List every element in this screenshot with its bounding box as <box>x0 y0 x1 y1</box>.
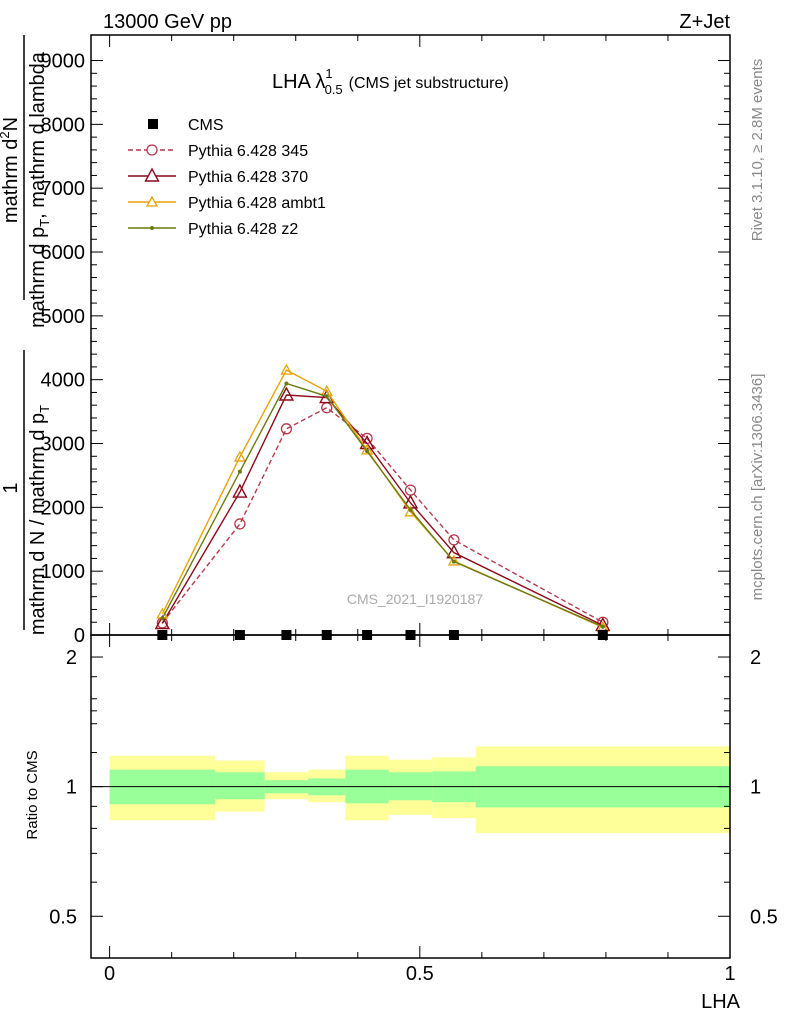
ratio-ticks: 0.5 0.5 1 1 2 2 0 0.5 1 <box>49 635 778 985</box>
legend-cms-label: CMS <box>188 117 224 134</box>
series-point-1 <box>154 615 171 630</box>
y-tick-label: 7000 <box>41 178 86 200</box>
title-suffix: (CMS jet substructure) <box>349 75 509 92</box>
legend-label-3: Pythia 6.428 z2 <box>188 221 298 238</box>
y-label-den4: mathrm d lambda <box>27 51 49 207</box>
ratio-y-tick-label-left: 2 <box>66 647 77 669</box>
main-series-lines <box>154 363 611 632</box>
series-point-2 <box>280 363 293 375</box>
watermark: CMS_2021_I1920187 <box>347 591 483 607</box>
svg-text:mathrm d N / mathrm d pT: mathrm d N / mathrm d pT <box>27 405 52 635</box>
main-plot-frame <box>90 34 731 636</box>
main-y-ticks: 0 1000 2000 3000 4000 5000 6000 7000 8000 9000 <box>41 35 731 647</box>
y-label-top2: N <box>0 117 22 131</box>
y-tick-label: 6000 <box>41 242 86 264</box>
main-y-label: 1 mathrm d N / mathrm d pT mathrm d2N ma… <box>0 35 52 635</box>
y-label-den3-sub: T <box>37 219 52 227</box>
y-label-den-sub: T <box>37 405 52 413</box>
x-tick-label: 0.5 <box>406 963 434 985</box>
y-label-den1: mathrm d N <box>27 531 49 635</box>
x-tick-label: 1 <box>724 963 735 985</box>
svg-text:mathrm d2N: mathrm d2N <box>0 117 22 223</box>
rivet-label: Rivet 3.1.10, ≥ 2.8M events <box>749 59 766 242</box>
legend-label-0: Pythia 6.428 345 <box>188 143 308 160</box>
y-tick-label: 8000 <box>41 114 86 136</box>
y-tick-label: 0 <box>74 625 85 647</box>
y-tick-label: 2000 <box>41 497 86 519</box>
plot-title: LHA λ1 0.5 (CMS jet substructure) <box>272 66 509 97</box>
legend-label-2: Pythia 6.428 ambt1 <box>188 195 326 212</box>
y-label-den3: mathrm d p <box>27 227 49 328</box>
title-sup: 1 <box>325 66 332 81</box>
legend-marker-3 <box>150 226 154 230</box>
y-tick-label: 4000 <box>41 370 86 392</box>
y-label-numerator: 1 <box>0 482 22 493</box>
y-label-top1: mathrm d <box>0 139 22 223</box>
mcplots-label: mcplots.cern.ch [arXiv:1306.3436] <box>749 374 766 601</box>
legend: CMS Pythia 6.428 345 Pythia 6.428 370 Pythi… <box>128 117 326 238</box>
ratio-y-tick-label-right: 0.5 <box>750 906 778 928</box>
series-point-0 <box>280 423 293 435</box>
x-tick-label: 0 <box>104 963 115 985</box>
series-point-2 <box>447 554 461 566</box>
legend-marker-2 <box>145 195 159 207</box>
series-point-2 <box>404 505 417 517</box>
legend-cms-marker <box>148 119 158 129</box>
header-energy: 13000 GeV pp <box>103 11 232 33</box>
ratio-inner-band <box>215 772 265 800</box>
svg-text:mathrm d pT, mathrm d lambda: mathrm d pT, mathrm d lambda <box>27 51 52 328</box>
header-process: Z+Jet <box>679 11 730 33</box>
series-point-3 <box>160 616 165 621</box>
ratio-y-tick-label-left: 0.5 <box>49 906 77 928</box>
y-label-top-sup: 2 <box>0 131 12 138</box>
series-point-1 <box>446 544 462 559</box>
series-point-1 <box>232 483 248 498</box>
ratio-y-tick-label-right: 2 <box>750 647 761 669</box>
series-point-0 <box>321 402 333 414</box>
y-tick-label: 3000 <box>41 434 86 456</box>
ratio-y-tick-label-left: 1 <box>66 777 77 799</box>
series-line-2 <box>161 369 604 628</box>
series-point-0 <box>234 518 246 530</box>
ratio-plot-frame <box>90 634 731 959</box>
ratio-y-label: Ratio to CMS <box>24 750 41 839</box>
series-line-3 <box>161 382 604 628</box>
series-point-3 <box>408 507 413 512</box>
legend-label-1: Pythia 6.428 370 <box>188 169 308 186</box>
series-point-3 <box>600 624 605 629</box>
ratio-y-tick-label-right: 1 <box>750 777 761 799</box>
series-point-3 <box>451 559 456 564</box>
y-tick-label: 5000 <box>41 306 86 328</box>
series-point-1 <box>359 435 375 450</box>
series-point-3 <box>365 449 370 454</box>
series-point-3 <box>324 394 329 399</box>
legend-marker-1 <box>144 167 160 182</box>
title-main: LHA λ <box>272 71 325 93</box>
y-label-den2: mathrm d p <box>27 413 49 514</box>
ratio-plot-area <box>109 746 730 834</box>
series-point-2 <box>360 443 374 455</box>
series-line-0 <box>161 406 604 624</box>
series-point-0 <box>448 534 460 546</box>
x-axis-label: LHA <box>701 991 741 1013</box>
svg-text:LHA λ10.5(CMS jet substructure: LHA λ1 0.5 (CMS jet substructure) <box>272 66 509 97</box>
series-point-3 <box>284 381 289 386</box>
series-point-2 <box>233 450 246 462</box>
series-point-3 <box>237 469 242 474</box>
legend-marker-0 <box>146 144 158 156</box>
series-point-1 <box>278 386 295 401</box>
title-sub: 0.5 <box>325 82 343 97</box>
y-tick-label: 9000 <box>41 51 86 73</box>
y-tick-label: 1000 <box>41 561 86 583</box>
